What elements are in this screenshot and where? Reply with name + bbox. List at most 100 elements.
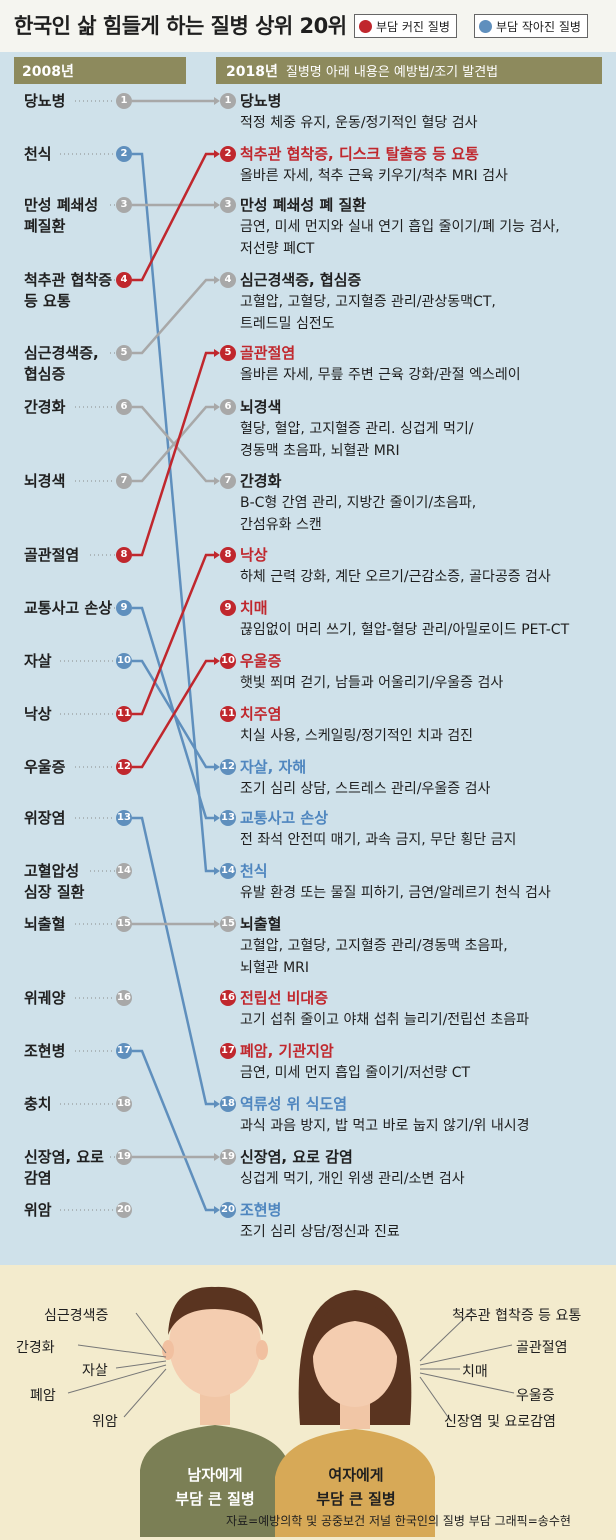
rank2018-number: 5 xyxy=(220,345,236,361)
women-item-4: 우울증 xyxy=(516,1388,555,1404)
rank2018-number: 6 xyxy=(220,399,236,415)
gender-panel: 심근경색증 간경화 자살 폐암 위암 척추관 협착증 등 요통 골관절염 치매 … xyxy=(0,1265,616,1540)
rank-connection-7 xyxy=(132,405,214,483)
arrowhead-icon xyxy=(214,1100,220,1108)
rank-connection-8 xyxy=(132,351,214,557)
rank2018-name: 치매 xyxy=(240,599,268,617)
rank2018-name: 낙상 xyxy=(240,546,268,564)
rank2018-number: 12 xyxy=(220,759,236,775)
legend-decreased: 부담 작아진 질병 xyxy=(474,14,588,38)
rank2008-number: 6 xyxy=(116,399,132,415)
rank2008-number: 16 xyxy=(116,990,132,1006)
arrowhead-icon xyxy=(214,477,220,485)
women-item-1: 척추관 협착증 등 요통 xyxy=(452,1308,582,1324)
header-2018: 2018년 질병명 아래 내용은 예방법/조기 발견법 xyxy=(216,57,602,84)
rank2018-prevention: 조기 심리 상담, 스트레스 관리/우울증 검사 xyxy=(240,781,491,797)
woman-face xyxy=(313,1307,397,1407)
woman-hair-front xyxy=(311,1303,399,1360)
title-bar: 한국인 삶 힘들게 하는 질병 상위 20위 부담 커진 질병 부담 작아진 질… xyxy=(0,0,616,52)
rank2008-name: 교통사고 손상 xyxy=(24,599,113,617)
legend-increased: 부담 커진 질병 xyxy=(354,14,457,38)
rank2018-prevention: 고혈압, 고혈당, 고지혈증 관리/관상동맥CT, 트레드밀 심전도 xyxy=(240,294,496,332)
rank2018-name: 교통사고 손상 xyxy=(240,809,329,827)
rank2018-number: 3 xyxy=(220,197,236,213)
rank2008-name: 간경화 xyxy=(24,398,66,416)
rank-connection-13 xyxy=(132,816,214,1106)
rank2018-prevention: 올바른 자세, 척추 근육 키우기/척추 MRI 검사 xyxy=(240,168,508,184)
rank2008-name: 고혈압성 심장 질환 xyxy=(24,862,85,901)
man-ear-right xyxy=(256,1340,268,1360)
rank2008-number: 7 xyxy=(116,473,132,489)
rank2018-number: 4 xyxy=(220,272,236,288)
rank2018-name: 심근경색증, 협심증 xyxy=(240,271,362,289)
legend-decreased-label: 부담 작아진 질병 xyxy=(496,19,581,34)
rank2008-name: 조현병 xyxy=(24,1042,66,1060)
rank2018-prevention: 적정 체중 유지, 운동/정기적인 혈당 검사 xyxy=(240,115,478,131)
header-2008: 2008년 xyxy=(14,57,186,84)
rank2018-number: 11 xyxy=(220,706,236,722)
arrowhead-icon xyxy=(214,201,220,209)
source-credit: 자료=예방의학 및 공중보건 저널 한국인의 질병 부담 그래픽=송수현 xyxy=(226,1514,571,1528)
rank2008-number: 14 xyxy=(116,863,132,879)
rank2018-prevention: 과식 과음 방지, 밥 먹고 바로 눕지 않기/위 내시경 xyxy=(240,1118,530,1134)
arrowhead-icon xyxy=(214,763,220,771)
man-figure xyxy=(140,1286,290,1537)
rank2008-number: 15 xyxy=(116,916,132,932)
rank2008-name: 낙상 xyxy=(24,705,52,723)
rank2018-name: 당뇨병 xyxy=(240,92,282,110)
rank-connection-4 xyxy=(132,152,214,282)
red-dot-icon xyxy=(359,19,372,33)
rank2018-name: 역류성 위 식도염 xyxy=(240,1095,348,1113)
rank2018-prevention: 전 좌석 안전띠 매기, 과속 금지, 무단 횡단 금지 xyxy=(240,832,517,848)
page-title: 한국인 삶 힘들게 하는 질병 상위 20위 xyxy=(14,14,347,38)
rank2018-name: 전립선 비대증 xyxy=(240,989,329,1007)
rank2018-number: 1 xyxy=(220,93,236,109)
rank2018-number: 13 xyxy=(220,810,236,826)
rank-connection-11 xyxy=(132,553,214,716)
arrowhead-icon xyxy=(214,867,220,875)
rank2018-number: 19 xyxy=(220,1149,236,1165)
arrowhead-icon xyxy=(214,349,220,357)
header-2018-label: 2018년 xyxy=(226,63,278,80)
women-caption: 여자에게 부담 큰 질병 xyxy=(316,1466,396,1508)
man-hair xyxy=(168,1286,263,1335)
header-note: 질병명 아래 내용은 예방법/조기 발견법 xyxy=(285,65,499,80)
rank2008-name: 당뇨병 xyxy=(24,92,66,110)
rank2018-number: 7 xyxy=(220,473,236,489)
rank2018-prevention: 하체 근력 강화, 계단 오르기/근감소증, 골다공증 검사 xyxy=(240,569,551,585)
arrowhead-icon xyxy=(214,1206,220,1214)
rank2018-prevention: B-C형 간염 관리, 지방간 줄이기/초음파, 간섬유화 스캔 xyxy=(240,495,477,533)
arrowhead-icon xyxy=(214,551,220,559)
rank2008-number: 19 xyxy=(116,1149,132,1165)
rank2008-name: 신장염, 요로 감염 xyxy=(24,1148,104,1187)
blue-dot-icon xyxy=(479,19,492,33)
woman-body xyxy=(275,1429,435,1537)
man-ear-left xyxy=(162,1340,174,1360)
rank2018-prevention: 햇빛 쬐며 걷기, 남들과 어울리기/우울증 검사 xyxy=(240,675,504,691)
rank2008-number: 20 xyxy=(116,1202,132,1218)
rank2018-name: 만성 폐쇄성 폐 질환 xyxy=(240,196,367,214)
rank2018-name: 뇌출혈 xyxy=(240,915,282,933)
rank2008-name: 뇌경색 xyxy=(24,472,66,490)
rank2018-number: 18 xyxy=(220,1096,236,1112)
rank2018-name: 자살, 자해 xyxy=(240,758,307,776)
man-body xyxy=(140,1425,290,1537)
women-item-5: 신장염 및 요로감염 xyxy=(444,1414,556,1430)
arrowhead-icon xyxy=(214,814,220,822)
rank2008-number: 11 xyxy=(116,706,132,722)
rank2018-number: 16 xyxy=(220,990,236,1006)
rank2018-number: 15 xyxy=(220,916,236,932)
rank2018-prevention: 금연, 미세 먼지 흡입 줄이기/저선량 CT xyxy=(240,1065,471,1081)
men-item-5: 위암 xyxy=(92,1414,118,1430)
rank2008-number: 2 xyxy=(116,146,132,162)
rank2008-number: 5 xyxy=(116,345,132,361)
people-illustration xyxy=(67,1286,515,1537)
rank-connection-2 xyxy=(132,152,214,873)
rank2008-number: 4 xyxy=(116,272,132,288)
arrowhead-icon xyxy=(214,276,220,284)
rank2018-prevention: 싱겁게 먹기, 개인 위생 관리/소변 검사 xyxy=(240,1171,465,1187)
rank2008-number: 13 xyxy=(116,810,132,826)
arrowhead-icon xyxy=(214,97,220,105)
men-item-3: 자살 xyxy=(82,1363,108,1379)
rank2008-name: 골관절염 xyxy=(24,546,80,564)
